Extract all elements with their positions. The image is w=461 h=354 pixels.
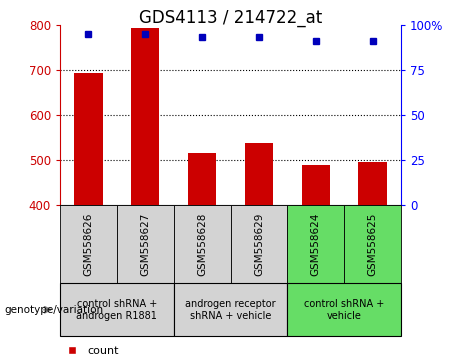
Bar — [245, 143, 273, 205]
Text: genotype/variation: genotype/variation — [5, 305, 104, 315]
Bar — [287, 283, 401, 336]
Bar — [174, 205, 230, 283]
Text: GSM558628: GSM558628 — [197, 212, 207, 276]
Bar — [301, 165, 330, 205]
Text: GSM558626: GSM558626 — [83, 212, 94, 276]
Text: GDS4113 / 214722_at: GDS4113 / 214722_at — [139, 9, 322, 27]
Bar — [188, 153, 216, 205]
Bar — [117, 205, 174, 283]
Bar — [344, 205, 401, 283]
Bar — [60, 283, 174, 336]
Text: GSM558629: GSM558629 — [254, 212, 264, 276]
Bar — [230, 205, 287, 283]
Bar — [60, 205, 117, 283]
Text: control shRNA +
androgen R1881: control shRNA + androgen R1881 — [77, 299, 157, 321]
Text: control shRNA +
vehicle: control shRNA + vehicle — [304, 299, 384, 321]
Bar — [287, 205, 344, 283]
Text: GSM558627: GSM558627 — [140, 212, 150, 276]
Bar — [358, 161, 387, 205]
Bar — [131, 28, 160, 205]
Legend: count, percentile rank within the sample: count, percentile rank within the sample — [56, 342, 280, 354]
Text: androgen receptor
shRNA + vehicle: androgen receptor shRNA + vehicle — [185, 299, 276, 321]
Bar — [74, 73, 102, 205]
Text: GSM558625: GSM558625 — [367, 212, 378, 276]
Text: GSM558624: GSM558624 — [311, 212, 321, 276]
Bar — [174, 283, 287, 336]
